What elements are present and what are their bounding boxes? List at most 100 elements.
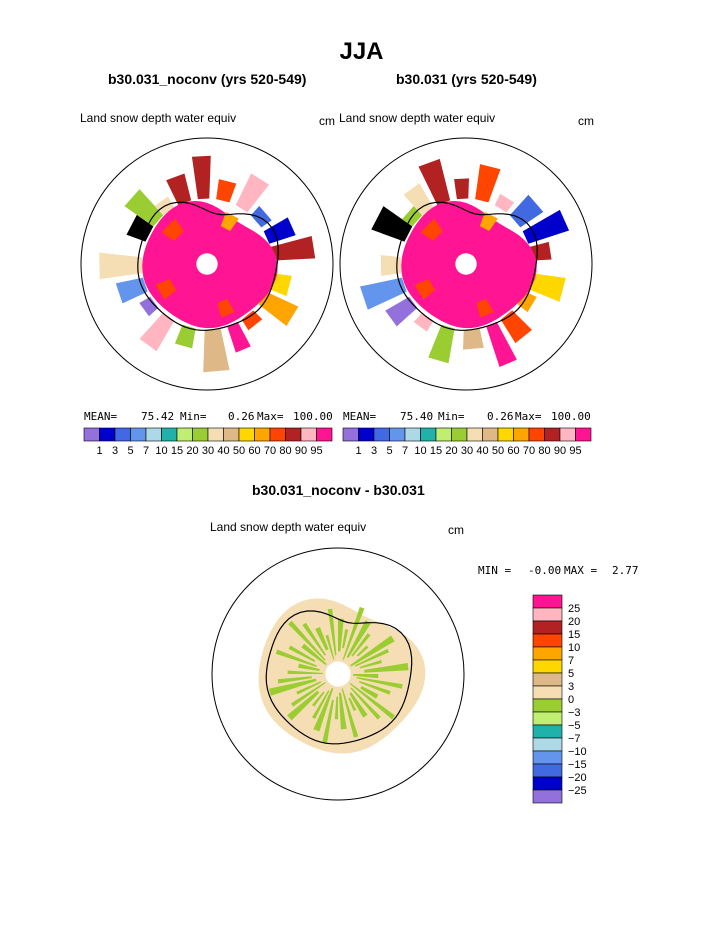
colorbar-tick-label: −20 bbox=[568, 772, 587, 784]
colorbar-tick-label: −3 bbox=[568, 707, 581, 719]
data-cell bbox=[350, 635, 395, 667]
panel3-min-value: -0.00 bbox=[528, 564, 562, 577]
data-cell bbox=[287, 670, 323, 674]
data-cell bbox=[216, 179, 237, 203]
panel3-max-value: 2.77 bbox=[612, 564, 639, 577]
data-cell bbox=[287, 690, 320, 721]
colorbar-tick-label: 5 bbox=[568, 668, 574, 680]
data-cell bbox=[418, 158, 451, 206]
colorbar-tick-label: 80 bbox=[538, 445, 550, 457]
data-cell bbox=[348, 697, 357, 712]
data-cell bbox=[296, 681, 322, 695]
panel3-units: cm bbox=[448, 523, 464, 537]
data-cell bbox=[99, 252, 143, 280]
colorbar-tick-label: 7 bbox=[402, 445, 408, 457]
colorbar-tick-label: 95 bbox=[310, 445, 322, 457]
data-cell bbox=[454, 178, 469, 200]
colorbar-tick-label: −5 bbox=[568, 720, 581, 732]
data-cell bbox=[220, 211, 239, 231]
data-cell bbox=[364, 662, 409, 673]
data-cell bbox=[338, 618, 344, 652]
colorbar-tick-label: 15 bbox=[171, 445, 183, 457]
pole-hole bbox=[455, 253, 477, 275]
data-cell bbox=[174, 324, 196, 349]
panel1-min-label: Min= bbox=[180, 410, 207, 423]
panel2-title: b30.031 (yrs 520-549) bbox=[396, 71, 537, 87]
colorbar-swatch bbox=[532, 789, 563, 804]
coastline bbox=[265, 610, 413, 745]
colorbar-tick-label: 90 bbox=[554, 445, 566, 457]
colorbar-tick-label: 10 bbox=[568, 642, 580, 654]
colorbar-tick-label: 95 bbox=[569, 445, 581, 457]
data-cell bbox=[359, 681, 391, 695]
colorbar-swatch bbox=[532, 620, 563, 635]
colorbar-tick-label: 3 bbox=[112, 445, 118, 457]
colorbar-tick-label: 70 bbox=[523, 445, 535, 457]
data-cell bbox=[360, 686, 379, 699]
data-cell bbox=[166, 173, 192, 206]
data-cell bbox=[475, 164, 501, 203]
data-cell bbox=[288, 645, 316, 662]
data-cell bbox=[290, 682, 326, 707]
data-cell bbox=[227, 321, 251, 353]
data-cell bbox=[346, 620, 371, 659]
colorbar-swatch bbox=[532, 659, 563, 674]
data-cell bbox=[327, 608, 337, 656]
data-cell bbox=[191, 155, 211, 200]
data-cell bbox=[298, 663, 320, 672]
data-cell bbox=[325, 634, 335, 660]
data-cell bbox=[529, 241, 552, 261]
colorbar-tick-label: 10 bbox=[414, 445, 426, 457]
data-cell bbox=[312, 690, 330, 719]
colorbar-tick-label: −25 bbox=[568, 785, 587, 797]
panel2-min-value: 0.26 bbox=[487, 410, 514, 423]
data-cell bbox=[338, 692, 347, 730]
panel2-units: cm bbox=[578, 114, 594, 128]
data-cell bbox=[268, 678, 317, 696]
data-cell bbox=[360, 277, 407, 310]
data-cell bbox=[139, 312, 175, 352]
colorbar-tick-label: 50 bbox=[233, 445, 245, 457]
colorbar-swatch bbox=[532, 685, 563, 700]
colorbar-swatch bbox=[532, 763, 563, 778]
data-cell bbox=[509, 194, 544, 228]
colorbar-tick-label: 10 bbox=[155, 445, 167, 457]
data-cell bbox=[479, 211, 498, 231]
data-cell bbox=[313, 687, 334, 732]
data-cell bbox=[354, 648, 390, 667]
colorbar-tick-label: 20 bbox=[445, 445, 457, 457]
panel1-units: cm bbox=[319, 114, 335, 128]
colorbar-tick-label: 90 bbox=[295, 445, 307, 457]
colorbar-tick-label: 7 bbox=[143, 445, 149, 457]
data-cell bbox=[428, 324, 455, 364]
data-cell bbox=[302, 622, 326, 656]
colorbar-tick-label: 20 bbox=[568, 616, 580, 628]
data-cell bbox=[486, 321, 517, 368]
colorbar-tick-label: 40 bbox=[476, 445, 488, 457]
data-cell bbox=[275, 649, 317, 667]
colorbar-swatch bbox=[532, 698, 563, 713]
panel2-max-value: 100.00 bbox=[551, 410, 591, 423]
colorbar-swatch bbox=[575, 427, 592, 442]
colorbar-tick-label: 20 bbox=[186, 445, 198, 457]
panel2-variable: Land snow depth water equiv bbox=[339, 111, 496, 125]
panel3-min-label: MIN = bbox=[478, 564, 512, 577]
panel2-min-label: Min= bbox=[438, 410, 465, 423]
colorbar-tick-label: 25 bbox=[568, 603, 580, 615]
data-cell bbox=[342, 606, 365, 660]
pole-hole bbox=[325, 661, 351, 687]
colorbar-tick-label: 50 bbox=[492, 445, 504, 457]
data-cell bbox=[312, 691, 325, 707]
data-cell bbox=[371, 206, 413, 242]
panel3-variable: Land snow depth water equiv bbox=[210, 520, 367, 534]
data-cell bbox=[380, 255, 402, 276]
panel1-min-value: 0.26 bbox=[228, 410, 255, 423]
coastline bbox=[137, 201, 279, 331]
colorbar-tick-label: 70 bbox=[264, 445, 276, 457]
colorbar-tick-label: −15 bbox=[568, 759, 587, 771]
data-cell bbox=[241, 310, 263, 331]
colorbar-tick-label: −10 bbox=[568, 746, 587, 758]
